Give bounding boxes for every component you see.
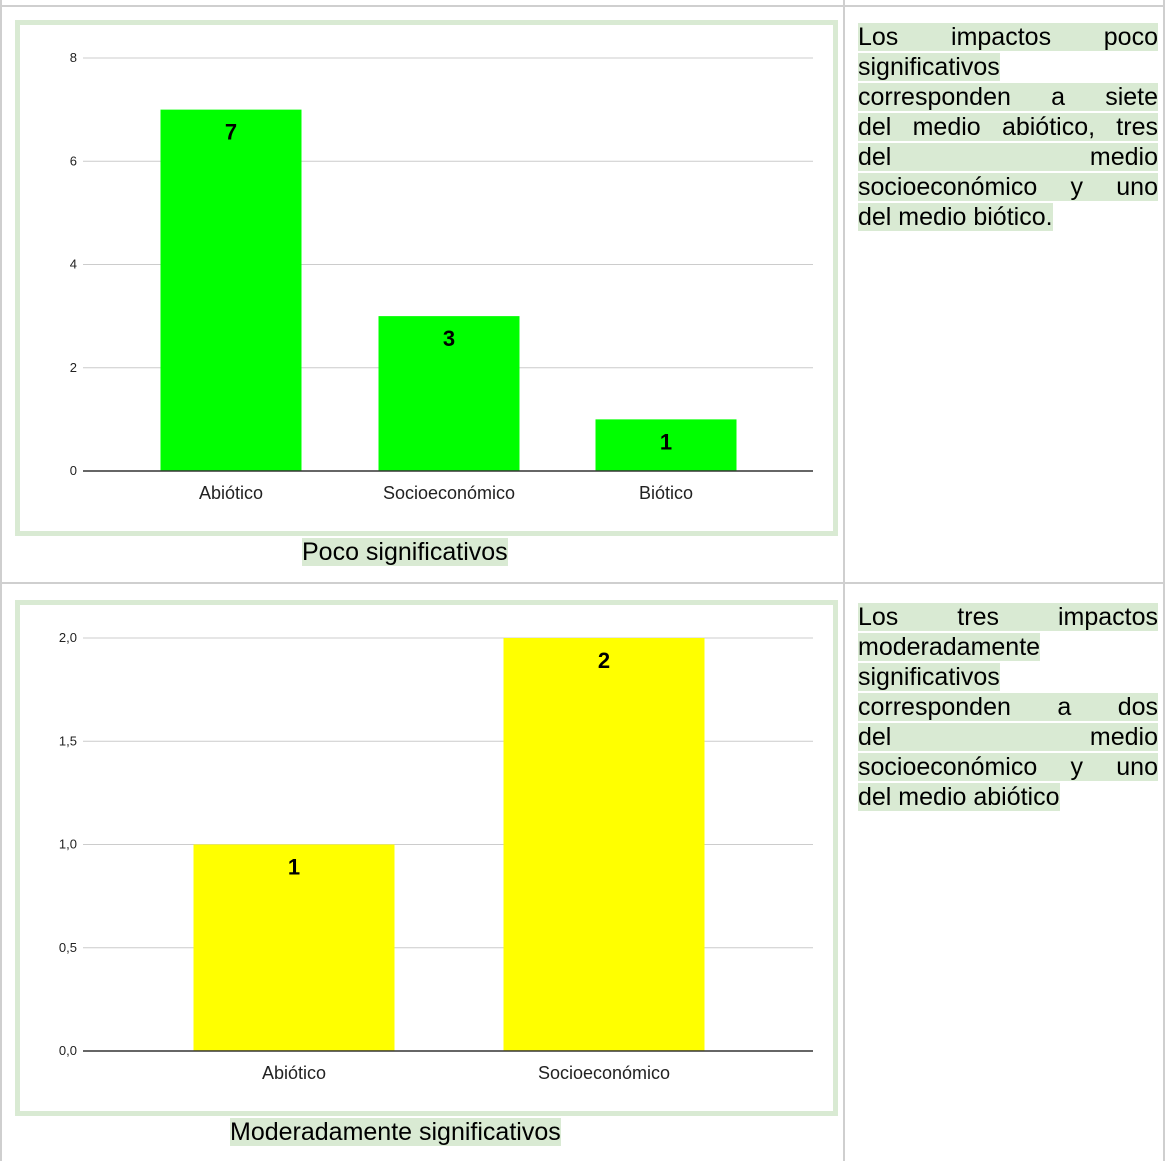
bar-data-label: 1 (288, 855, 300, 880)
table-border-top (0, 5, 1165, 7)
x-tick-label: Abiótico (199, 483, 263, 503)
bar-chart-svg: 0,0 0,5 1,0 1,5 2,0 1 Abiótico 2 Socioeconómico (59, 630, 813, 1083)
y-tick-label: 4 (70, 257, 77, 272)
chart-caption-poco: Poco significativos (302, 538, 508, 567)
y-tick-label: 1,5 (59, 733, 77, 748)
description-line-text: significativos (858, 663, 1000, 691)
description-line: moderadamente (858, 632, 1158, 662)
chart-caption-moderadamente: Moderadamente significativos (230, 1118, 561, 1147)
description-moderadamente: Los tres impactos moderadamente significat… (858, 602, 1158, 812)
description-line-text: del medio biótico. (858, 203, 1053, 231)
description-line-text: socioeconómico y uno (858, 173, 1158, 201)
bar-data-label: 2 (598, 648, 610, 673)
description-line-text: corresponden a dos (858, 693, 1158, 721)
x-tick-label: Socioeconómico (383, 483, 515, 503)
bar (503, 638, 705, 1051)
y-tick-label: 2,0 (59, 630, 77, 645)
description-line: significativos (858, 662, 1158, 692)
x-tick-label: Biótico (639, 483, 693, 503)
caption-text: Poco significativos (302, 538, 508, 566)
description-poco: Los impactos poco significativos correspon… (858, 22, 1158, 232)
table-border-right (1163, 0, 1165, 1161)
description-line-text: socioeconómico y uno (858, 753, 1158, 781)
description-line: del medio biótico. (858, 202, 1158, 232)
bar (595, 419, 737, 471)
description-line: del medio abiótico (858, 782, 1158, 812)
description-line: del medio abiótico, tres (858, 112, 1158, 142)
description-line-text: del medio (858, 143, 1158, 171)
description-line-text: significativos (858, 53, 1000, 81)
y-tick-label: 0,0 (59, 1043, 77, 1058)
x-tick-label: Abiótico (262, 1063, 326, 1083)
bar-chart-svg: 0 2 4 6 8 7 Abiótico 3 Socioeconómico 1 Biótico (70, 50, 813, 503)
x-tick-label: Socioeconómico (538, 1063, 670, 1083)
description-line: del medio (858, 142, 1158, 172)
description-line-text: del medio abiótico, tres (858, 113, 1158, 141)
description-line: socioeconómico y uno (858, 752, 1158, 782)
caption-text: Moderadamente significativos (230, 1118, 561, 1146)
description-line: significativos (858, 52, 1158, 82)
description-line-text: del medio abiótico (858, 783, 1060, 811)
description-line-text: moderadamente (858, 633, 1041, 661)
y-tick-label: 8 (70, 50, 77, 65)
bar (378, 316, 520, 471)
bar (160, 109, 302, 471)
table-border-left (0, 0, 2, 1161)
bar-data-label: 3 (443, 326, 455, 351)
description-line: corresponden a siete (858, 82, 1158, 112)
description-line-text: Los impactos poco (858, 23, 1158, 51)
y-tick-label: 1,0 (59, 837, 77, 852)
description-line: corresponden a dos (858, 692, 1158, 722)
chart-moderadamente-significativos: 0,0 0,5 1,0 1,5 2,0 1 Abiótico 2 Socioeconómico (15, 600, 838, 1116)
bar-data-label: 7 (225, 120, 237, 145)
description-line-text: corresponden a siete (858, 83, 1158, 111)
y-tick-label: 6 (70, 153, 77, 168)
table-border-middle (843, 0, 845, 1161)
y-tick-label: 0 (70, 463, 77, 478)
description-line: Los tres impactos (858, 602, 1158, 632)
description-line-text: Los tres impactos (858, 603, 1158, 631)
bar (193, 844, 395, 1051)
description-line: del medio (858, 722, 1158, 752)
description-line: Los impactos poco (858, 22, 1158, 52)
y-tick-label: 0,5 (59, 940, 77, 955)
y-tick-label: 2 (70, 360, 77, 375)
chart-poco-significativos: 0 2 4 6 8 7 Abiótico 3 Socioeconómico 1 Biótico (15, 20, 838, 536)
bar-data-label: 1 (660, 429, 672, 454)
table-row-divider (0, 582, 1165, 584)
description-line: socioeconómico y uno (858, 172, 1158, 202)
description-line-text: del medio (858, 723, 1158, 751)
